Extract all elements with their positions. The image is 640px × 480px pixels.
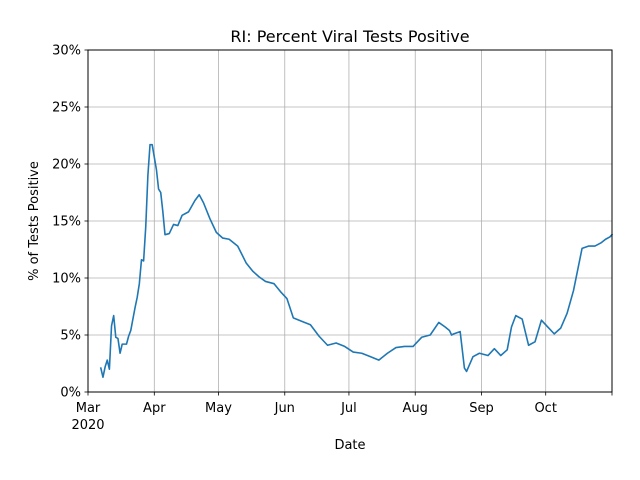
x-tick-label: Aug bbox=[403, 401, 428, 416]
x-tick-label: Jul bbox=[340, 401, 357, 416]
x-tick-label: Mar bbox=[76, 401, 101, 416]
y-tick-label: 25% bbox=[52, 101, 81, 116]
y-tick-label: 30% bbox=[52, 44, 81, 59]
x-axis: Mar 2020 Apr May Jun Jul Aug Sep Oct bbox=[71, 392, 613, 433]
x-tick-label: Jun bbox=[274, 401, 295, 416]
y-axis-label: % of Tests Positive bbox=[27, 161, 42, 281]
x-tick-label: Sep bbox=[469, 401, 494, 416]
x-tick-sublabel: 2020 bbox=[71, 418, 104, 433]
chart-title: RI: Percent Viral Tests Positive bbox=[230, 27, 469, 46]
y-tick-label: 10% bbox=[52, 272, 81, 287]
series-layer bbox=[99, 143, 614, 378]
x-tick-label: Apr bbox=[143, 401, 166, 416]
series-line bbox=[99, 143, 614, 378]
y-tick-label: 5% bbox=[60, 329, 81, 344]
x-axis-label: Date bbox=[334, 438, 365, 453]
y-tick-label: 15% bbox=[52, 215, 81, 230]
x-tick-label: May bbox=[205, 401, 232, 416]
x-tick-label: Oct bbox=[534, 401, 556, 416]
y-tick-label: 0% bbox=[60, 386, 81, 401]
y-axis: 0% 5% 10% 15% 20% 25% 30% bbox=[52, 44, 88, 401]
y-tick-label: 20% bbox=[52, 158, 81, 173]
